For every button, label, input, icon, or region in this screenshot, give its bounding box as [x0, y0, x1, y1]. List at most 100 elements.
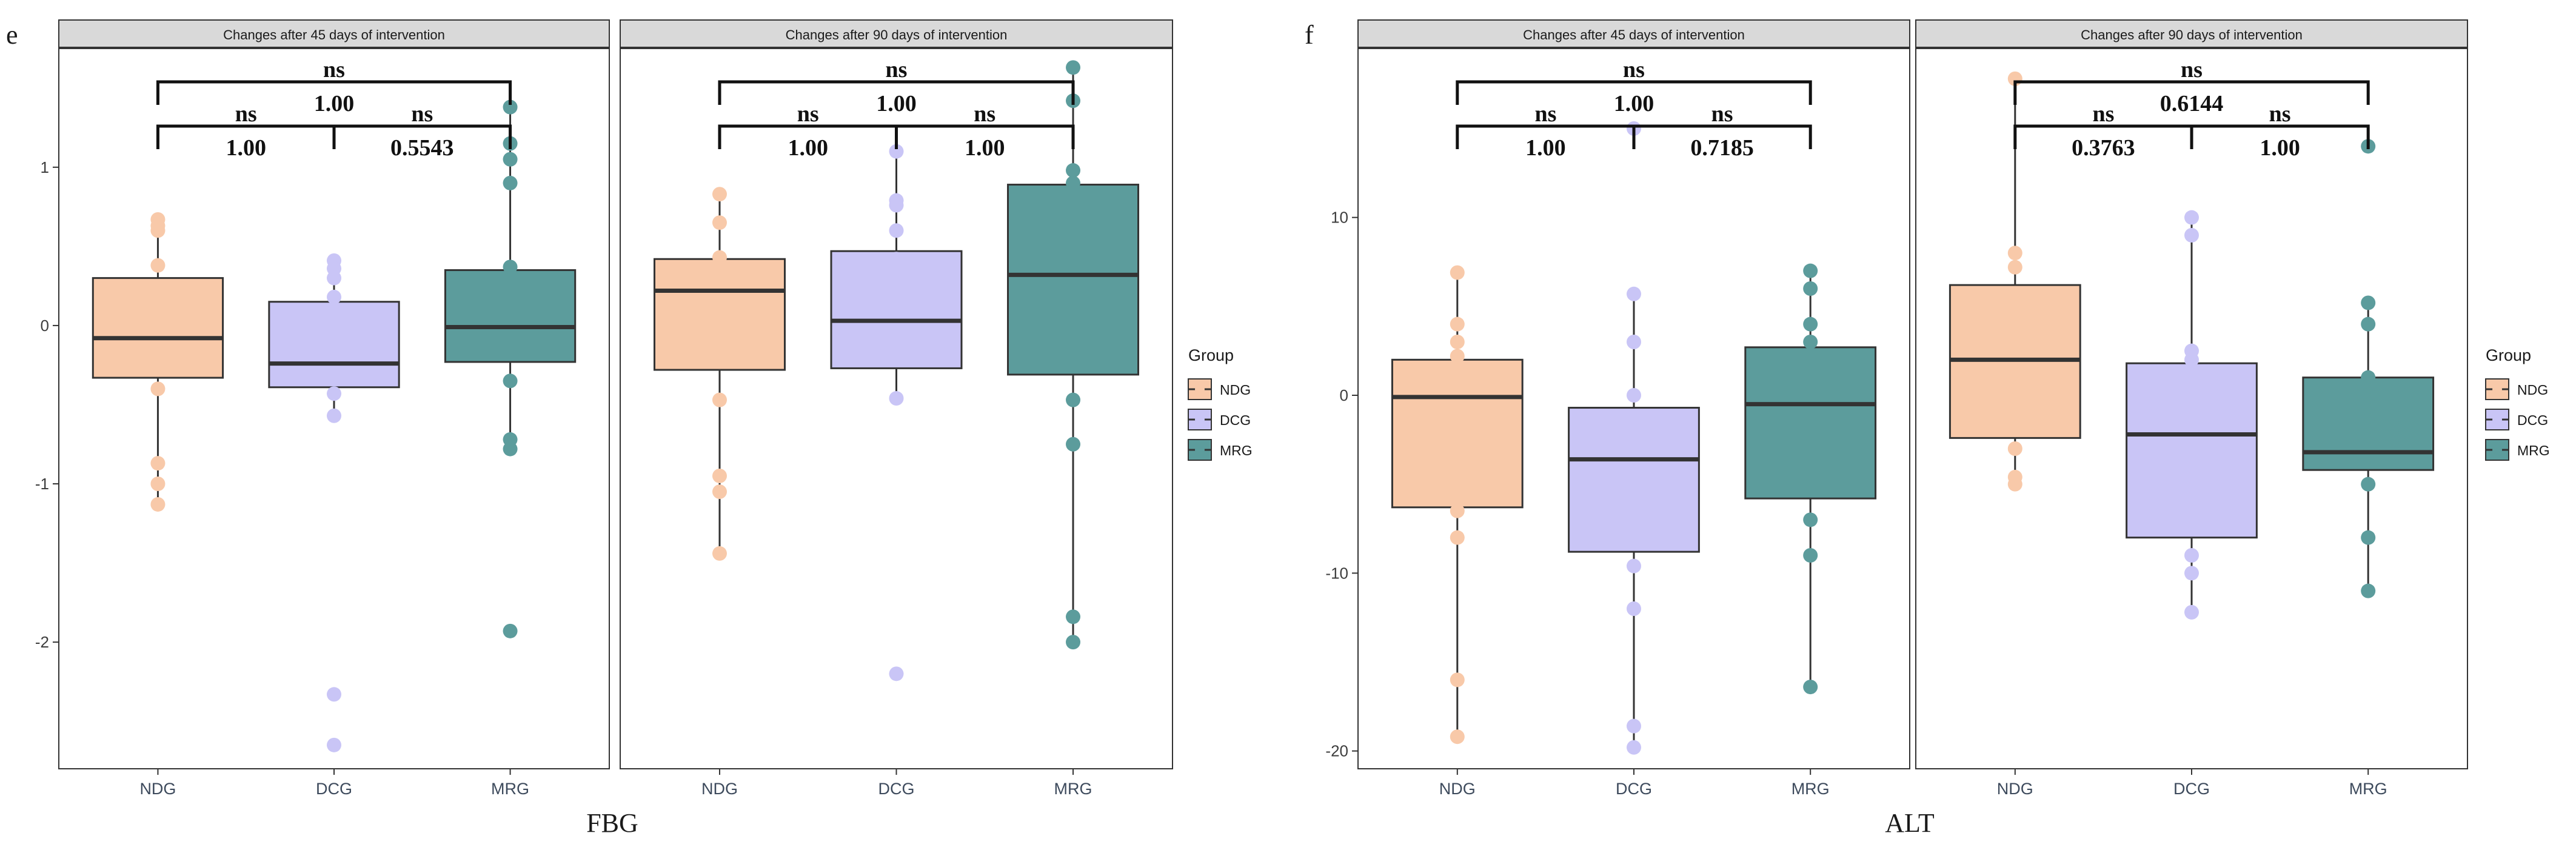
legend-title: Group — [1188, 346, 1234, 364]
chart-f: f -20 -10 0 10 Changes after 45 days of inter… — [1305, 19, 2550, 838]
legend-label: DCG — [1220, 412, 1251, 428]
chart-e: e -2 -1 0 1 Changes after 45 days of interven… — [6, 19, 1253, 838]
data-point — [503, 259, 518, 275]
facet-title: Changes after 45 days of intervention — [1523, 27, 1745, 42]
comparison-ndg-mrg: ns 1.00 — [718, 57, 1075, 116]
data-point — [1066, 437, 1081, 452]
data-point — [503, 175, 518, 190]
facet-title: Changes after 45 days of intervention — [223, 27, 445, 42]
data-point — [889, 198, 904, 213]
x-tick-label: MRG — [1791, 780, 1830, 798]
p-value-label: 1.00 — [1614, 91, 1654, 116]
data-point — [327, 408, 341, 423]
significance-label: ns — [797, 101, 819, 127]
y-tick-label: -2 — [35, 633, 49, 651]
data-point — [1627, 718, 1641, 734]
data-point — [503, 99, 518, 115]
significance-label: ns — [323, 57, 345, 82]
y-tick-label: 0 — [1340, 386, 1348, 404]
legend-swatch-point — [2492, 445, 2502, 455]
data-point — [1627, 601, 1641, 616]
facet-2: Changes after 90 days of intervention NDG… — [1915, 19, 2468, 798]
p-value-label: 1.00 — [2260, 135, 2300, 161]
data-point — [1450, 672, 1465, 688]
bracket — [1632, 124, 1812, 149]
data-point — [150, 497, 166, 512]
x-axis-label: FBG — [586, 808, 638, 838]
box-dcg — [1568, 121, 1700, 755]
legend-label: MRG — [1220, 443, 1253, 458]
box-mrg — [1744, 263, 1877, 695]
data-point — [1066, 609, 1081, 624]
x-tick-label: NDG — [1439, 780, 1476, 798]
significance-label: ns — [886, 57, 908, 82]
data-point — [1627, 558, 1641, 574]
data-point — [1450, 729, 1465, 745]
comparison-dcg-mrg: ns 0.5543 — [332, 101, 512, 161]
box-body — [1744, 346, 1877, 500]
data-point — [712, 484, 727, 500]
p-value-label: 0.7185 — [1690, 135, 1754, 161]
significance-label: ns — [2181, 57, 2203, 82]
comparison-ndg-dcg: ns 1.00 — [156, 101, 336, 161]
comparison-ndg-mrg: ns 1.00 — [1456, 57, 1812, 116]
p-value-label: 1.00 — [314, 91, 355, 116]
data-point — [327, 386, 341, 401]
data-point — [150, 456, 166, 471]
data-point — [2361, 530, 2376, 545]
data-point — [503, 373, 518, 389]
box-ndg — [1949, 71, 2081, 492]
data-point — [712, 546, 727, 561]
data-point — [712, 250, 727, 265]
legend-label: DCG — [2517, 412, 2548, 428]
bracket — [718, 80, 1075, 105]
y-tick-label: -20 — [1325, 742, 1348, 760]
significance-label: ns — [974, 101, 995, 127]
significance-label: ns — [1534, 101, 1556, 127]
data-point — [150, 477, 166, 492]
x-tick-label: MRG — [2349, 780, 2387, 798]
data-point — [150, 258, 166, 273]
comparison-ndg-dcg: ns 1.00 — [718, 101, 898, 161]
comparison-ndg-mrg: ns 1.00 — [156, 57, 512, 116]
data-point — [2361, 316, 2376, 332]
data-point — [2184, 228, 2199, 243]
box-ndg — [1391, 265, 1524, 745]
data-point — [1627, 740, 1641, 755]
box-body — [653, 258, 786, 371]
box-body — [444, 269, 577, 363]
significance-label: ns — [235, 101, 257, 127]
box-mrg — [2302, 139, 2435, 598]
legend-label: NDG — [2517, 382, 2548, 398]
legend-swatch-point — [1195, 415, 1205, 424]
facet-title: Changes after 90 days of intervention — [786, 27, 1008, 42]
box-body — [2302, 376, 2435, 471]
legend-label: MRG — [2517, 443, 2550, 458]
data-point — [712, 468, 727, 483]
data-point — [889, 223, 904, 238]
data-point — [2007, 246, 2022, 261]
x-tick-label: NDG — [139, 780, 176, 798]
p-value-label: 0.5543 — [390, 135, 454, 161]
data-point — [1066, 60, 1081, 75]
data-point — [2007, 477, 2022, 492]
data-point — [2184, 566, 2199, 581]
bracket — [2190, 124, 2370, 149]
significance-label: ns — [1711, 101, 1733, 127]
data-point — [1066, 635, 1081, 650]
data-point — [1803, 316, 1818, 332]
p-value-label: 1.00 — [1525, 135, 1566, 161]
data-point — [2007, 259, 2022, 275]
comparison-dcg-mrg: ns 1.00 — [2190, 101, 2370, 161]
facet-strip — [1915, 19, 2468, 48]
data-point — [2361, 295, 2376, 310]
significance-label: ns — [411, 101, 433, 127]
data-point — [150, 223, 166, 238]
data-point — [2184, 548, 2199, 563]
x-tick-label: DCG — [878, 780, 915, 798]
data-point — [2361, 583, 2376, 598]
data-point — [889, 391, 904, 406]
x-tick-label: NDG — [1997, 780, 2033, 798]
data-point — [2184, 352, 2199, 367]
p-value-label: 1.00 — [788, 135, 828, 161]
